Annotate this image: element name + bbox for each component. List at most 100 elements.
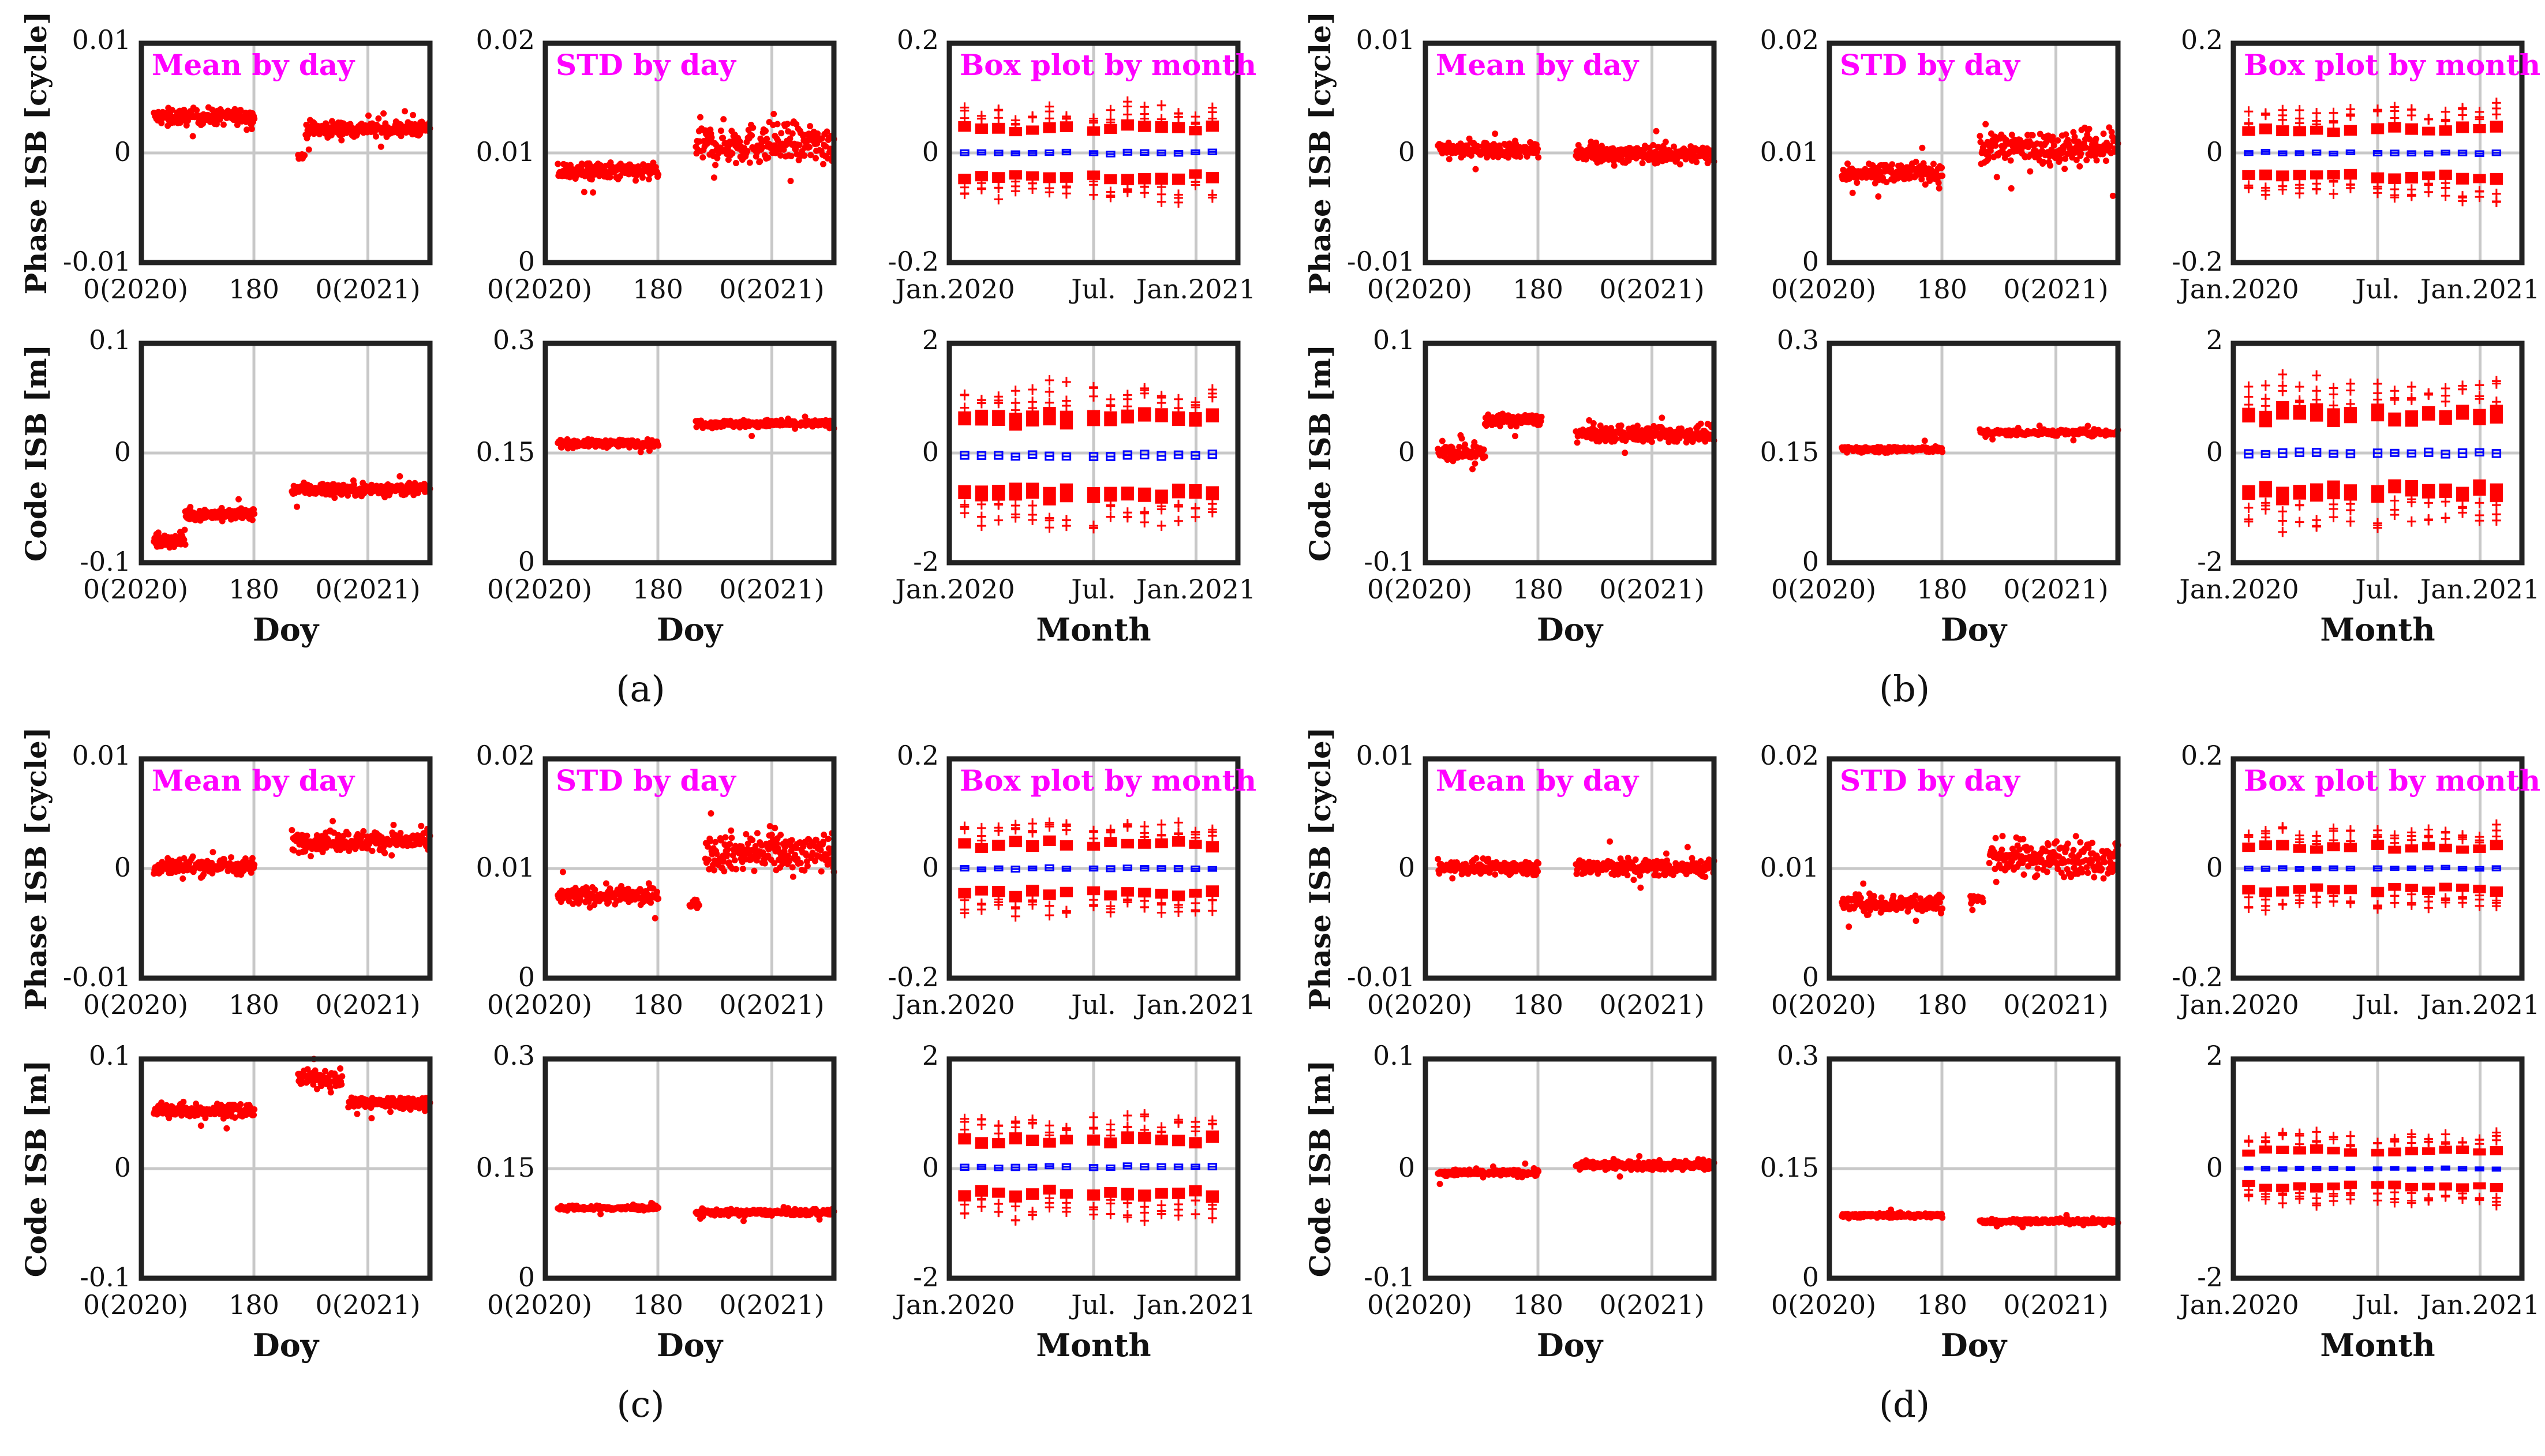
- data-point: [249, 855, 256, 862]
- data-point: [732, 866, 739, 873]
- outlier-band: [2388, 122, 2401, 133]
- outlier-band: [2276, 170, 2289, 182]
- scatter-points: [555, 413, 837, 455]
- box-month: [975, 110, 989, 194]
- axes-frame: [542, 40, 837, 265]
- outlier-band: [1026, 171, 1039, 181]
- x-tick-label: 0(2021): [2003, 274, 2108, 305]
- data-point: [807, 152, 814, 159]
- outlier-band: [2388, 173, 2401, 184]
- y-tick-label: 0.01: [476, 136, 535, 167]
- data-point: [714, 155, 721, 162]
- outlier-band: [2276, 401, 2289, 420]
- y-axis-label: Code ISB [m]: [1303, 345, 1337, 562]
- data-point: [1574, 439, 1581, 446]
- data-point: [1693, 159, 1700, 166]
- data-point: [1590, 420, 1597, 426]
- data-point: [1939, 448, 1946, 455]
- box-month: [2473, 106, 2486, 203]
- outlier-band: [1009, 482, 1022, 501]
- data-point: [1977, 133, 1983, 140]
- outlier-band: [2276, 125, 2289, 136]
- data-point: [1481, 453, 1488, 460]
- outlier-band: [2371, 485, 2385, 503]
- outlier-band: [1009, 413, 1022, 431]
- outlier-band: [958, 121, 971, 132]
- box-month: [2422, 114, 2435, 197]
- data-point: [1930, 160, 1937, 167]
- outlier-band: [992, 485, 1005, 501]
- x-axis-label: Doy: [657, 611, 724, 648]
- x-tick-label: 180: [229, 989, 279, 1020]
- data-point: [722, 834, 729, 841]
- box-month: [1172, 108, 1185, 208]
- data-point: [1648, 439, 1655, 446]
- panel-c-phase-mean: 0.01 0 -0.010(2020) 180 0(2021) Mean by day Ph…: [19, 727, 433, 1020]
- outlier-band: [975, 171, 989, 182]
- y-tick-label: 0.01: [72, 24, 131, 55]
- x-axis-label: Month: [2320, 611, 2435, 648]
- outlier-band: [2473, 174, 2486, 184]
- data-point: [820, 160, 827, 167]
- data-point: [731, 857, 738, 864]
- panel-title: Box plot by month: [960, 48, 1256, 82]
- data-point: [169, 107, 175, 114]
- data-point: [2007, 157, 2014, 164]
- box-month: [2388, 102, 2401, 203]
- data-point: [155, 529, 162, 536]
- outlier-band: [958, 411, 971, 426]
- box-month: [1172, 394, 1185, 526]
- x-tick-label: 0(2021): [315, 989, 420, 1020]
- x-tick-label: Jul.: [2353, 574, 2400, 605]
- data-point: [797, 859, 804, 866]
- scatter-points: [151, 473, 433, 551]
- outlier-band: [1121, 119, 1134, 131]
- outlier-band: [2310, 483, 2323, 502]
- data-point: [1461, 441, 1468, 448]
- data-point: [410, 111, 417, 118]
- outlier-band: [2259, 123, 2273, 134]
- y-tick-label: 0: [2206, 136, 2223, 167]
- outlier-band: [1155, 121, 1168, 133]
- data-point: [804, 863, 811, 870]
- data-point: [398, 482, 405, 489]
- data-point: [655, 171, 662, 178]
- data-point: [1612, 435, 1619, 442]
- x-tick-label: Jan.2020: [893, 274, 1015, 305]
- y-tick-label: 0: [114, 852, 131, 883]
- x-tick-label: 180: [229, 274, 279, 305]
- box-month: [2327, 107, 2340, 200]
- data-point: [788, 153, 795, 160]
- box-month: [1009, 115, 1022, 197]
- outlier-band: [975, 485, 989, 501]
- outlier-band: [2242, 170, 2255, 180]
- data-point: [1889, 161, 1896, 168]
- outlier-band: [1172, 484, 1185, 499]
- data-point: [213, 121, 220, 128]
- data-point: [762, 128, 769, 134]
- data-point: [777, 152, 784, 159]
- data-point: [345, 492, 351, 499]
- outlier-band: [1206, 120, 1219, 132]
- x-tick-label: 0(2020): [83, 989, 188, 1020]
- y-tick-label: -0.01: [1347, 246, 1415, 277]
- outlier-band: [2473, 479, 2486, 496]
- y-tick-label: -0.1: [80, 546, 131, 577]
- data-point: [235, 496, 242, 503]
- data-point: [818, 868, 825, 875]
- outlier-band: [2259, 410, 2273, 428]
- outlier-band: [2310, 170, 2323, 179]
- y-tick-label: 0: [2206, 436, 2223, 467]
- data-point: [728, 827, 735, 834]
- box-month: [2259, 108, 2273, 200]
- box-month: [2422, 388, 2435, 526]
- data-point: [708, 134, 715, 141]
- data-point: [748, 432, 755, 439]
- x-tick-label: 0(2020): [487, 274, 592, 305]
- data-point: [705, 856, 712, 863]
- box-month: [2276, 104, 2289, 195]
- data-point: [1472, 166, 1479, 173]
